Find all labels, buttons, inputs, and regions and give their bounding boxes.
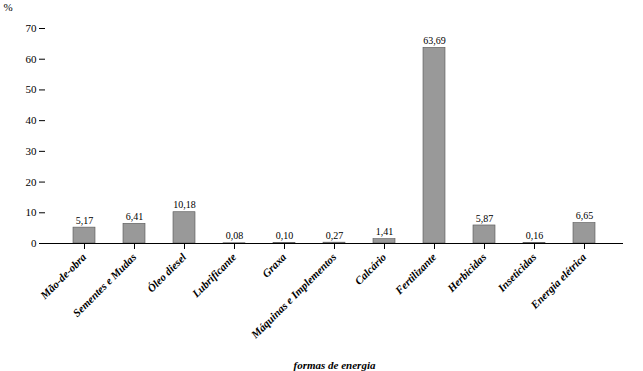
svg-text:Graxa: Graxa bbox=[260, 250, 289, 279]
svg-text:6,65: 6,65 bbox=[576, 210, 594, 221]
svg-text:Herbicidas: Herbicidas bbox=[444, 251, 488, 295]
svg-text:0,16: 0,16 bbox=[526, 230, 544, 241]
svg-text:%: % bbox=[4, 1, 13, 13]
svg-text:63,69: 63,69 bbox=[423, 35, 446, 46]
svg-text:20: 20 bbox=[26, 176, 38, 188]
svg-text:Fertilizante: Fertilizante bbox=[392, 251, 438, 297]
svg-text:Óleo diesel: Óleo diesel bbox=[145, 250, 189, 294]
svg-text:0: 0 bbox=[31, 237, 37, 249]
svg-text:10: 10 bbox=[26, 206, 38, 218]
svg-text:Mão-de-obra: Mão-de-obra bbox=[37, 250, 88, 301]
svg-text:1,41: 1,41 bbox=[376, 226, 394, 237]
svg-text:30: 30 bbox=[26, 145, 38, 157]
svg-text:Lubrificante: Lubrificante bbox=[189, 251, 238, 300]
svg-text:Energia elétrica: Energia elétrica bbox=[528, 250, 589, 311]
svg-text:0,10: 0,10 bbox=[276, 230, 294, 241]
svg-text:70: 70 bbox=[26, 22, 38, 34]
svg-text:Sementes e Mudas: Sementes e Mudas bbox=[70, 251, 138, 319]
svg-text:Calcário: Calcário bbox=[352, 250, 388, 286]
svg-text:6,41: 6,41 bbox=[126, 211, 144, 222]
svg-text:60: 60 bbox=[26, 53, 38, 65]
svg-text:5,87: 5,87 bbox=[476, 213, 494, 224]
svg-text:formas de energia: formas de energia bbox=[294, 359, 376, 371]
svg-text:10,18: 10,18 bbox=[173, 199, 196, 210]
svg-text:Máquinas e Implementos: Máquinas e Implementos bbox=[248, 251, 338, 341]
svg-text:0,08: 0,08 bbox=[226, 230, 244, 241]
svg-text:Inseticidas: Inseticidas bbox=[495, 251, 539, 295]
svg-text:5,17: 5,17 bbox=[76, 215, 94, 226]
svg-text:40: 40 bbox=[26, 114, 38, 126]
svg-text:0,27: 0,27 bbox=[326, 230, 344, 241]
svg-text:50: 50 bbox=[26, 83, 38, 95]
